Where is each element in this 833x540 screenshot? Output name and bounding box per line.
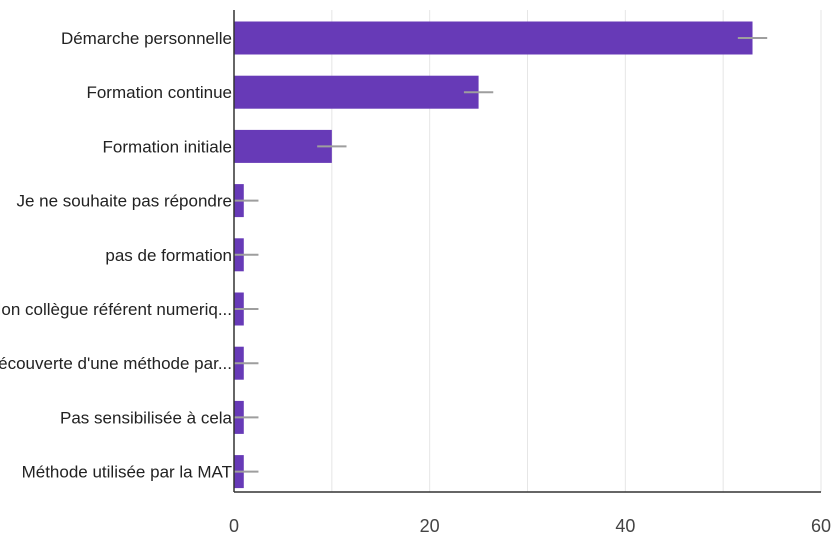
- category-label: Mon collègue référent numeriq...: [0, 300, 232, 319]
- bar: [234, 21, 753, 55]
- bar: [234, 129, 332, 163]
- error-bars: [234, 37, 768, 473]
- category-label: Je ne souhaite pas répondre: [17, 192, 233, 211]
- category-label: Démarche personnelle: [61, 29, 232, 48]
- bars: [234, 21, 753, 489]
- category-label: pas de formation: [105, 246, 232, 265]
- x-tick-label: 0: [229, 516, 239, 536]
- x-tick-labels: 0 20 40 60: [229, 516, 831, 536]
- x-tick-label: 20: [420, 516, 440, 536]
- x-tick-label: 60: [811, 516, 831, 536]
- x-tick-label: 40: [615, 516, 635, 536]
- bar: [234, 75, 479, 109]
- category-label: Formation continue: [86, 83, 232, 102]
- category-label: Formation initiale: [103, 137, 232, 156]
- category-label: Découverte d'une méthode par...: [0, 354, 232, 373]
- category-label: Méthode utilisée par la MAT: [22, 463, 232, 482]
- category-label: Pas sensibilisée à cela: [60, 408, 233, 427]
- axes: [233, 10, 821, 493]
- category-labels: Démarche personnelle Formation continue Fo…: [0, 29, 233, 482]
